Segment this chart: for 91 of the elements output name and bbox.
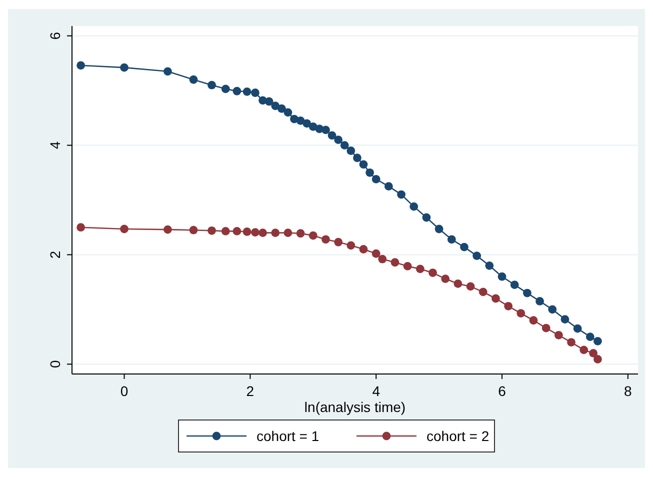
point	[334, 136, 343, 144]
point	[548, 305, 557, 314]
y-tick-label: 0	[47, 360, 63, 368]
point	[242, 87, 252, 96]
point	[560, 315, 570, 324]
x-tick-label: 8	[624, 383, 632, 399]
point	[554, 330, 563, 340]
point	[271, 102, 280, 110]
point	[390, 258, 400, 267]
point	[208, 226, 216, 235]
point	[359, 245, 368, 254]
point	[208, 80, 216, 90]
point	[372, 175, 380, 184]
point	[372, 249, 380, 258]
point	[76, 61, 86, 70]
x-tick-label: 6	[498, 383, 506, 399]
point	[410, 202, 418, 211]
point	[251, 228, 260, 236]
point	[416, 264, 424, 274]
point	[284, 108, 292, 117]
point	[522, 288, 532, 298]
legend-label: cohort = 1	[256, 428, 320, 444]
point	[163, 67, 172, 76]
x-tick-label: 2	[246, 383, 254, 399]
point	[189, 75, 198, 84]
point	[189, 226, 198, 234]
x-tick-label: 4	[372, 383, 380, 399]
point	[251, 88, 260, 97]
point	[447, 235, 456, 244]
point	[296, 229, 305, 238]
x-tick-label: 0	[120, 383, 128, 399]
point	[384, 182, 393, 191]
x-axis-title: ln(analysis time)	[304, 399, 406, 415]
point	[542, 324, 550, 332]
point	[397, 190, 406, 199]
point	[353, 154, 362, 162]
point	[589, 349, 598, 358]
point	[284, 228, 292, 238]
point	[594, 355, 602, 364]
point	[454, 280, 462, 288]
point	[232, 226, 242, 236]
y-tick-label: 2	[47, 250, 63, 259]
point	[485, 261, 494, 270]
point	[346, 241, 356, 250]
point	[322, 235, 330, 244]
point	[308, 231, 318, 240]
point	[120, 224, 128, 234]
point	[322, 126, 330, 134]
point	[460, 242, 468, 252]
point	[434, 224, 444, 234]
point	[221, 84, 230, 94]
point	[340, 141, 349, 150]
legend-label: cohort = 2	[426, 428, 490, 444]
point	[334, 238, 343, 246]
point	[441, 274, 450, 283]
point	[586, 332, 594, 341]
point	[516, 309, 526, 318]
y-tick-label: 4	[47, 141, 63, 150]
point	[346, 146, 356, 155]
point	[580, 346, 588, 354]
y-tick-label: 6	[47, 32, 63, 40]
point	[478, 288, 488, 296]
point	[573, 324, 582, 333]
point	[264, 97, 274, 106]
point	[504, 302, 513, 310]
point	[277, 104, 286, 113]
point	[498, 272, 506, 281]
point	[163, 225, 172, 234]
point	[366, 168, 374, 177]
point	[328, 131, 336, 140]
point	[529, 316, 538, 325]
point	[567, 338, 576, 346]
point	[536, 297, 544, 306]
point	[221, 226, 230, 236]
point	[422, 213, 431, 222]
point	[76, 223, 86, 232]
point	[302, 119, 312, 128]
point	[120, 63, 128, 72]
point	[594, 336, 602, 346]
point	[258, 228, 267, 238]
point	[271, 228, 280, 238]
point	[472, 252, 482, 260]
point	[428, 268, 437, 277]
point	[359, 160, 368, 169]
point	[466, 282, 475, 291]
point	[403, 262, 412, 270]
point	[378, 254, 387, 264]
point	[242, 228, 252, 236]
point	[232, 86, 242, 96]
point	[492, 294, 500, 303]
point	[510, 280, 519, 290]
